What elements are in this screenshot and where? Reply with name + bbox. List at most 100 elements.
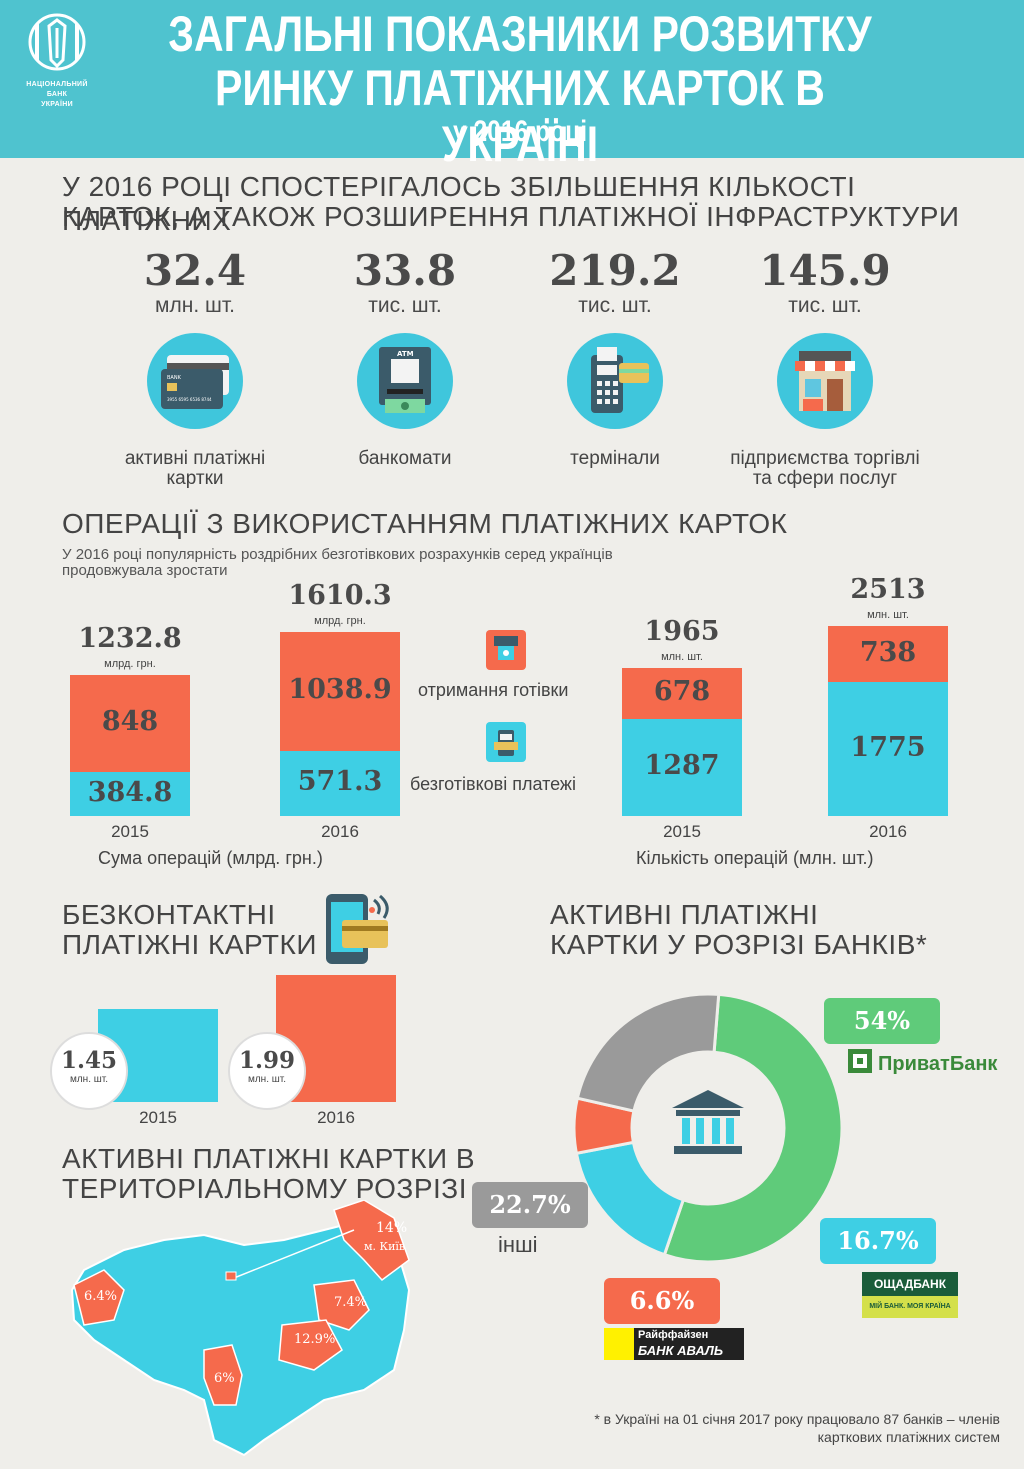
count-total-unit-2015: млн. шт. (661, 650, 703, 663)
region-kharkiv (313, 1279, 370, 1331)
region-lviv (73, 1269, 125, 1326)
donut-label-0: 54% (824, 998, 940, 1044)
nbu-logo: НАЦІОНАЛЬНИЙ БАНК УКРАЇНИ (22, 12, 92, 109)
aval-emblem-icon (604, 1328, 634, 1360)
sum-year-2015: 2015 (111, 822, 149, 841)
contactless-year-2016: 2016 (317, 1108, 355, 1127)
sum-value-cash-2015: 848 (101, 706, 159, 738)
nbu-emblem-icon (28, 13, 86, 71)
count-total-2016: 2513 (850, 574, 926, 606)
map-label-kyiv-value: 14% (376, 1220, 407, 1236)
region-dnipro (278, 1319, 343, 1371)
contactless-value-badge-2015: 1.45 млн. шт. (50, 1032, 128, 1110)
privatbank-logo: ПриватБанк (848, 1046, 1008, 1081)
count-year-2015: 2015 (663, 822, 701, 841)
stat-terminals-unit: тис. шт. (578, 294, 652, 317)
intro-title-line1: У 2016 РОЦІ СПОСТЕРІГАЛОСЬ ЗБІЛЬШЕННЯ КІ… (62, 171, 856, 236)
count-value-cash-2015: 678 (653, 676, 711, 708)
contactless-title-line1: БЕЗКОНТАКТНІ (62, 899, 276, 930)
ukraine-outline (70, 1218, 411, 1457)
donut-label-3: 22.7% (472, 1182, 588, 1228)
banks-title-line2: КАРТКИ У РОЗРІЗІ БАНКІВ* (550, 929, 928, 960)
logo-text-1: НАЦІОНАЛЬНИЙ (26, 81, 88, 88)
shop-icon (777, 333, 873, 429)
sum-value-cash-2016: 1038.9 (288, 674, 392, 706)
sum-axis-title: Сума операцій (млрд. грн.) (98, 848, 323, 868)
logo-text-3: УКРАЇНИ (41, 101, 73, 108)
stat-atm-caption: банкомати (358, 448, 452, 469)
stat-cards-caption1: активні платіжні (124, 448, 266, 469)
count-bar-cash-2016: 738 (828, 626, 948, 682)
count-bar-cashless-2015: 1287 (622, 718, 742, 816)
sum-year-2016: 2016 (321, 822, 359, 841)
pos-terminal-icon (567, 333, 663, 429)
contactless-unit-2015: млн. шт. (69, 1074, 109, 1085)
donut-label-1: 16.7% (820, 1218, 936, 1264)
contactless-unit-2016: млн. шт. (247, 1074, 287, 1085)
stat-atm-unit: тис. шт. (368, 294, 442, 317)
oschadbank-logo: ОЩАДБАНК МІЙ БАНК. МОЯ КРАЇНА (862, 1272, 958, 1318)
oschadbank-logo-text: ОЩАДБАНК (862, 1272, 958, 1296)
donut-label-others-name: інші (498, 1232, 538, 1257)
contactless-value-badge-2016: 1.99 млн. шт. (228, 1032, 306, 1110)
count-value-cashless-2016: 1775 (850, 731, 926, 763)
map-label-kharkiv: 7.4% (334, 1295, 367, 1310)
donut-slice-3 (575, 992, 721, 1113)
sum-bar-cashless-2016: 571.3 (280, 750, 400, 816)
card-number: 3955 6595 6536 8744 (167, 397, 212, 402)
banks-title-line1: АКТИВНІ ПЛАТІЖНІ (550, 899, 819, 930)
operations-subtitle-line2: продовжувала зростати (62, 562, 228, 579)
contactless-year-2015: 2015 (139, 1108, 177, 1127)
atm-icon: ATM (357, 333, 453, 429)
count-axis-title: Кількість операцій (млн. шт.) (636, 848, 874, 868)
region-odesa (203, 1344, 243, 1406)
donut-label-2: 6.6% (604, 1278, 720, 1324)
aval-logo-text1: Райффайзен (638, 1329, 709, 1341)
credit-cards-icon: BANK 3955 6595 6536 8744 (147, 333, 243, 429)
count-bar-cashless-2016: 1775 (828, 681, 948, 816)
sum-bar-cashless-2015: 384.8 (70, 771, 190, 816)
banks-donut-chart (572, 992, 844, 1264)
stat-merchants-value: 145.9 (759, 246, 891, 295)
logo-text-2: БАНК (46, 91, 68, 98)
map-label-odesa: 6% (214, 1371, 235, 1386)
header-banner: НАЦІОНАЛЬНИЙ БАНК УКРАЇНИ ЗАГАЛЬНІ ПОКАЗ… (0, 0, 1024, 172)
contactless-title-line2: ПЛАТІЖНІ КАРТКИ (62, 929, 317, 960)
sum-bar-cash-2016: 1038.9 (280, 631, 400, 751)
map-label-dnipro: 12.9% (294, 1332, 335, 1347)
contactless-value-2016: 1.99 (238, 1047, 296, 1074)
card-bank-label: BANK (167, 375, 182, 381)
footnote-line2: карткових платіжних систем (817, 1429, 1000, 1445)
sum-total-2016: 1610.3 (288, 579, 392, 611)
aval-logo: Райффайзен БАНК АВАЛЬ (604, 1328, 744, 1360)
sum-total-unit-2015: млрд. грн. (104, 657, 156, 670)
count-year-2016: 2016 (869, 822, 907, 841)
region-kyiv (333, 1200, 410, 1282)
count-bar-cash-2015: 678 (622, 667, 742, 719)
stat-terminals-caption: термінали (570, 448, 660, 469)
count-value-cashless-2015: 1287 (644, 750, 720, 782)
legend-cashless: безготівкові платежі (410, 774, 576, 794)
footnote-line1: * в Україні на 01 січня 2017 року працюв… (594, 1411, 1000, 1427)
operations-title: ОПЕРАЦІЇ З ВИКОРИСТАННЯМ ПЛАТІЖНИХ КАРТО… (62, 508, 788, 539)
sum-bar-cash-2015: 848 (70, 674, 190, 772)
sum-value-cashless-2015: 384.8 (87, 776, 173, 808)
stat-merchants-unit: тис. шт. (788, 294, 862, 317)
regions-title-line2: ТЕРИТОРІАЛЬНОМУ РОЗРІЗІ (62, 1173, 467, 1204)
sum-total-2015: 1232.8 (78, 622, 182, 654)
stat-terminals-value: 219.2 (549, 246, 681, 295)
contactless-phone-icon (322, 892, 398, 973)
bank-building-icon (668, 1086, 748, 1163)
stat-cards-caption2: картки (166, 468, 224, 489)
regions-title-line1: АКТИВНІ ПЛАТІЖНІ КАРТКИ В (62, 1143, 476, 1174)
privatbank-logo-text: ПриватБанк (878, 1053, 998, 1075)
page-title-line2: РИНКУ ПЛАТІЖНИХ КАРТОК В УКРАЇНІ (215, 60, 825, 172)
page-title-line1: ЗАГАЛЬНІ ПОКАЗНИКИ РОЗВИТКУ (168, 6, 872, 62)
atm-label: ATM (397, 350, 414, 358)
intro-title-line2: КАРТОК, А ТАКОЖ РОЗШИРЕННЯ ПЛАТІЖНОЇ ІНФ… (62, 201, 960, 232)
contactless-value-2015: 1.45 (60, 1047, 118, 1074)
cashless-payment-icon (486, 722, 526, 762)
stat-cards-unit: млн. шт. (155, 294, 235, 317)
sum-value-cashless-2016: 571.3 (297, 766, 383, 798)
donut-slice-0 (662, 992, 844, 1264)
